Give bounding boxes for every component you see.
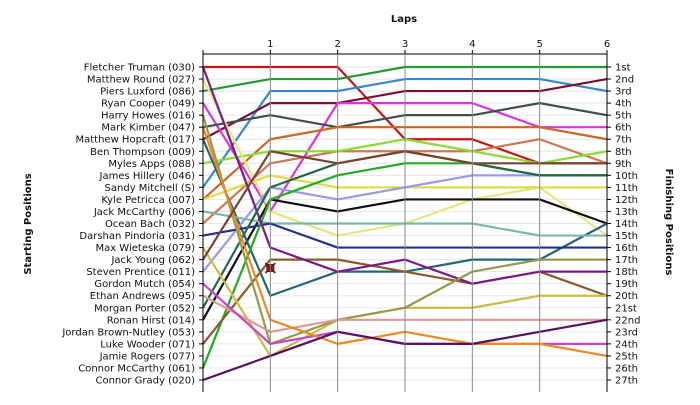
finish-position-label: 14th <box>615 219 638 230</box>
finish-position-label: 16th <box>615 243 638 254</box>
start-position-label: Matthew Round (027) <box>87 75 195 86</box>
finish-position-label: 7th <box>615 135 632 146</box>
lap-tick-label: 5 <box>536 39 542 50</box>
start-position-label: Fletcher Truman (030) <box>84 63 195 74</box>
start-position-label: Jordan Brown-Nutley (053) <box>61 327 195 338</box>
label-layer: 1 2 3 4 5 6 Fletcher Truman (030)Matthew Round… <box>61 39 640 387</box>
start-position-label: Sandy Mitchell (S) <box>105 183 196 194</box>
start-position-label: Piers Luxford (086) <box>100 87 195 98</box>
finish-position-label: 17th <box>615 255 638 266</box>
finish-position-label: 13th <box>615 207 638 218</box>
start-position-label: Jack Young (062) <box>110 255 195 266</box>
start-position-label: Connor Grady (020) <box>95 376 195 387</box>
start-position-label: Ronan Hirst (014) <box>107 315 195 326</box>
start-position-label: Harry Howes (016) <box>101 111 195 122</box>
y-axis-title-left: Starting Positions <box>23 173 34 274</box>
start-position-label: Kyle Petricca (007) <box>101 195 195 206</box>
x-axis-title: Laps <box>391 14 417 25</box>
lap-tick-label: 6 <box>604 39 610 50</box>
start-position-label: Myles Apps (088) <box>108 159 195 170</box>
finish-position-label: 11th <box>615 183 638 194</box>
start-position-label: Jamie Rogers (077) <box>99 351 196 362</box>
finish-position-label: 25th <box>615 351 638 362</box>
finish-position-label: 22nd <box>615 315 640 326</box>
finish-position-label: 21st <box>615 303 637 314</box>
lap-tick-label: 2 <box>334 39 340 50</box>
start-position-label: Jack McCarthy (006) <box>93 207 195 218</box>
start-position-label: Steven Prentice (011) <box>86 267 195 278</box>
finish-position-label: 12th <box>615 195 638 206</box>
lap-tick-label: 3 <box>402 39 408 50</box>
finish-position-label: 18th <box>615 267 638 278</box>
finish-position-label: 3rd <box>615 87 632 98</box>
lap-tick-label: 4 <box>469 39 475 50</box>
start-position-label: Morgan Porter (052) <box>94 303 195 314</box>
y-axis-title-right: Finishing Positions <box>663 169 674 276</box>
start-position-label: Ethan Andrews (095) <box>90 291 195 302</box>
finish-position-label: 4th <box>615 99 632 110</box>
start-position-label: Luke Wooder (071) <box>100 339 195 350</box>
axis-layer <box>199 50 611 392</box>
finish-position-label: 6th <box>615 123 632 134</box>
start-position-label: Gordon Mutch (054) <box>94 279 195 290</box>
start-position-label: Mark Kimber (047) <box>101 123 195 134</box>
start-position-label: James Hillery (046) <box>99 171 196 182</box>
finish-position-label: 26th <box>615 363 638 374</box>
start-position-label: Connor McCarthy (061) <box>78 363 195 374</box>
start-position-label: Ryan Cooper (049) <box>101 99 195 110</box>
lap-tick-label: 1 <box>267 39 273 50</box>
start-position-label: Ben Thompson (009) <box>90 147 195 158</box>
finish-position-label: 19th <box>615 279 638 290</box>
finish-position-label: 9th <box>615 159 632 170</box>
finish-position-label: 5th <box>615 111 632 122</box>
finish-position-label: 8th <box>615 147 632 158</box>
finish-position-label: 20th <box>615 291 638 302</box>
finish-position-label: 2nd <box>615 75 634 86</box>
start-position-label: Matthew Hopcraft (017) <box>75 135 195 146</box>
start-position-label: Max Wieteska (079) <box>95 243 195 254</box>
finish-position-label: 27th <box>615 376 638 387</box>
start-position-label: Darshan Pindoria (031) <box>79 231 195 242</box>
start-position-label: Ocean Bach (032) <box>105 219 195 230</box>
finish-position-label: 23rd <box>615 327 638 338</box>
finish-position-label: 24th <box>615 339 638 350</box>
finish-position-label: 15th <box>615 231 638 242</box>
finish-position-label: 1st <box>615 63 631 74</box>
finish-position-label: 10th <box>615 171 638 182</box>
